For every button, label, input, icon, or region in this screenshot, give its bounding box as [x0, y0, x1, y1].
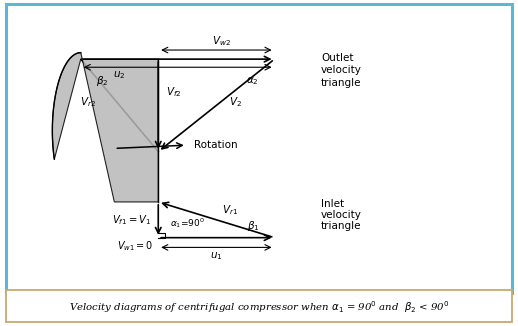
Text: $V_{r1}$: $V_{r1}$: [222, 203, 238, 217]
Text: $V_2$: $V_2$: [229, 95, 242, 109]
Text: Rotation: Rotation: [194, 140, 238, 150]
Text: Inlet: Inlet: [321, 199, 344, 209]
FancyBboxPatch shape: [6, 289, 512, 322]
Text: $u_2$: $u_2$: [113, 69, 126, 81]
Text: $\alpha_2$: $\alpha_2$: [246, 75, 259, 86]
Text: Velocity diagrams of centrifugal compressor when $\alpha_1$ = 90$^0$ and  $\beta: Velocity diagrams of centrifugal compres…: [69, 300, 449, 315]
Text: triangle: triangle: [321, 79, 362, 88]
Text: velocity: velocity: [321, 66, 362, 76]
Text: $\beta_2$: $\beta_2$: [96, 74, 109, 88]
Text: $V_{r2}$: $V_{r2}$: [80, 95, 96, 109]
Polygon shape: [52, 52, 159, 202]
Text: Outlet: Outlet: [321, 52, 353, 63]
Text: $\alpha_1$=90$^0$: $\alpha_1$=90$^0$: [169, 215, 205, 230]
Text: $V_{w1}=0$: $V_{w1}=0$: [117, 239, 153, 253]
Text: triangle: triangle: [321, 221, 362, 231]
Text: $\beta_1$: $\beta_1$: [248, 219, 260, 233]
Text: $V_{w2}$: $V_{w2}$: [212, 35, 231, 49]
FancyBboxPatch shape: [6, 4, 512, 293]
Text: $u_1$: $u_1$: [210, 250, 223, 262]
Text: velocity: velocity: [321, 210, 362, 220]
Text: $V_{f2}$: $V_{f2}$: [166, 85, 181, 99]
Text: $V_{f1}=V_1$: $V_{f1}=V_1$: [111, 213, 151, 227]
